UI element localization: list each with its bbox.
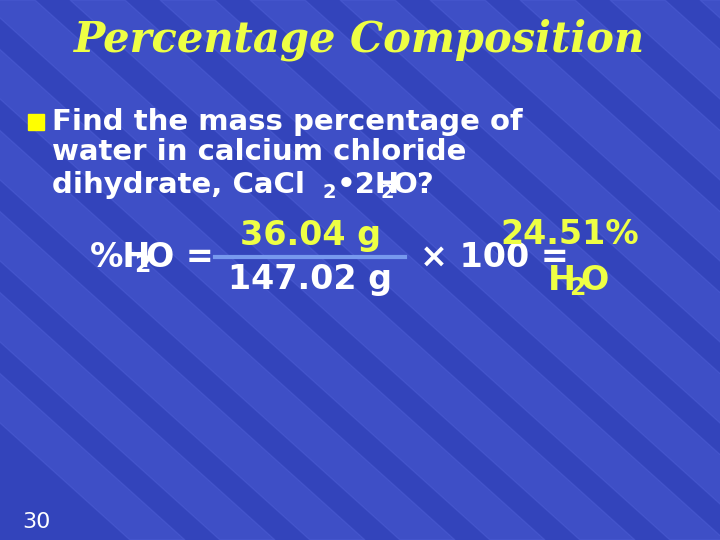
- Polygon shape: [0, 0, 545, 540]
- Text: %H: %H: [90, 241, 151, 274]
- Polygon shape: [70, 0, 720, 540]
- Text: O?: O?: [393, 171, 435, 199]
- Text: Percentage Composition: Percentage Composition: [74, 19, 646, 61]
- Text: 2: 2: [134, 253, 150, 278]
- Polygon shape: [160, 0, 720, 540]
- Text: H: H: [548, 264, 576, 296]
- Text: 2: 2: [569, 276, 585, 300]
- Text: 24.51%: 24.51%: [500, 219, 639, 252]
- Text: Find the mass percentage of: Find the mass percentage of: [52, 108, 523, 136]
- Text: 2: 2: [381, 183, 395, 201]
- FancyBboxPatch shape: [28, 114, 44, 130]
- Polygon shape: [610, 0, 720, 540]
- Text: 2: 2: [323, 183, 337, 201]
- Text: × 100 =: × 100 =: [420, 241, 569, 274]
- Text: dihydrate, CaCl: dihydrate, CaCl: [52, 171, 305, 199]
- Polygon shape: [0, 0, 635, 540]
- Polygon shape: [520, 0, 720, 540]
- Text: O: O: [580, 264, 608, 296]
- Polygon shape: [0, 0, 185, 540]
- Text: •2H: •2H: [337, 171, 400, 199]
- Text: 36.04 g: 36.04 g: [240, 219, 380, 252]
- Text: 147.02 g: 147.02 g: [228, 264, 392, 296]
- Text: 30: 30: [22, 512, 50, 532]
- Polygon shape: [700, 0, 720, 540]
- Polygon shape: [0, 0, 455, 540]
- Polygon shape: [250, 0, 720, 540]
- Text: water in calcium chloride: water in calcium chloride: [52, 138, 467, 166]
- Polygon shape: [430, 0, 720, 540]
- Polygon shape: [0, 0, 275, 540]
- Polygon shape: [0, 0, 365, 540]
- Polygon shape: [340, 0, 720, 540]
- Text: O =: O =: [146, 241, 214, 274]
